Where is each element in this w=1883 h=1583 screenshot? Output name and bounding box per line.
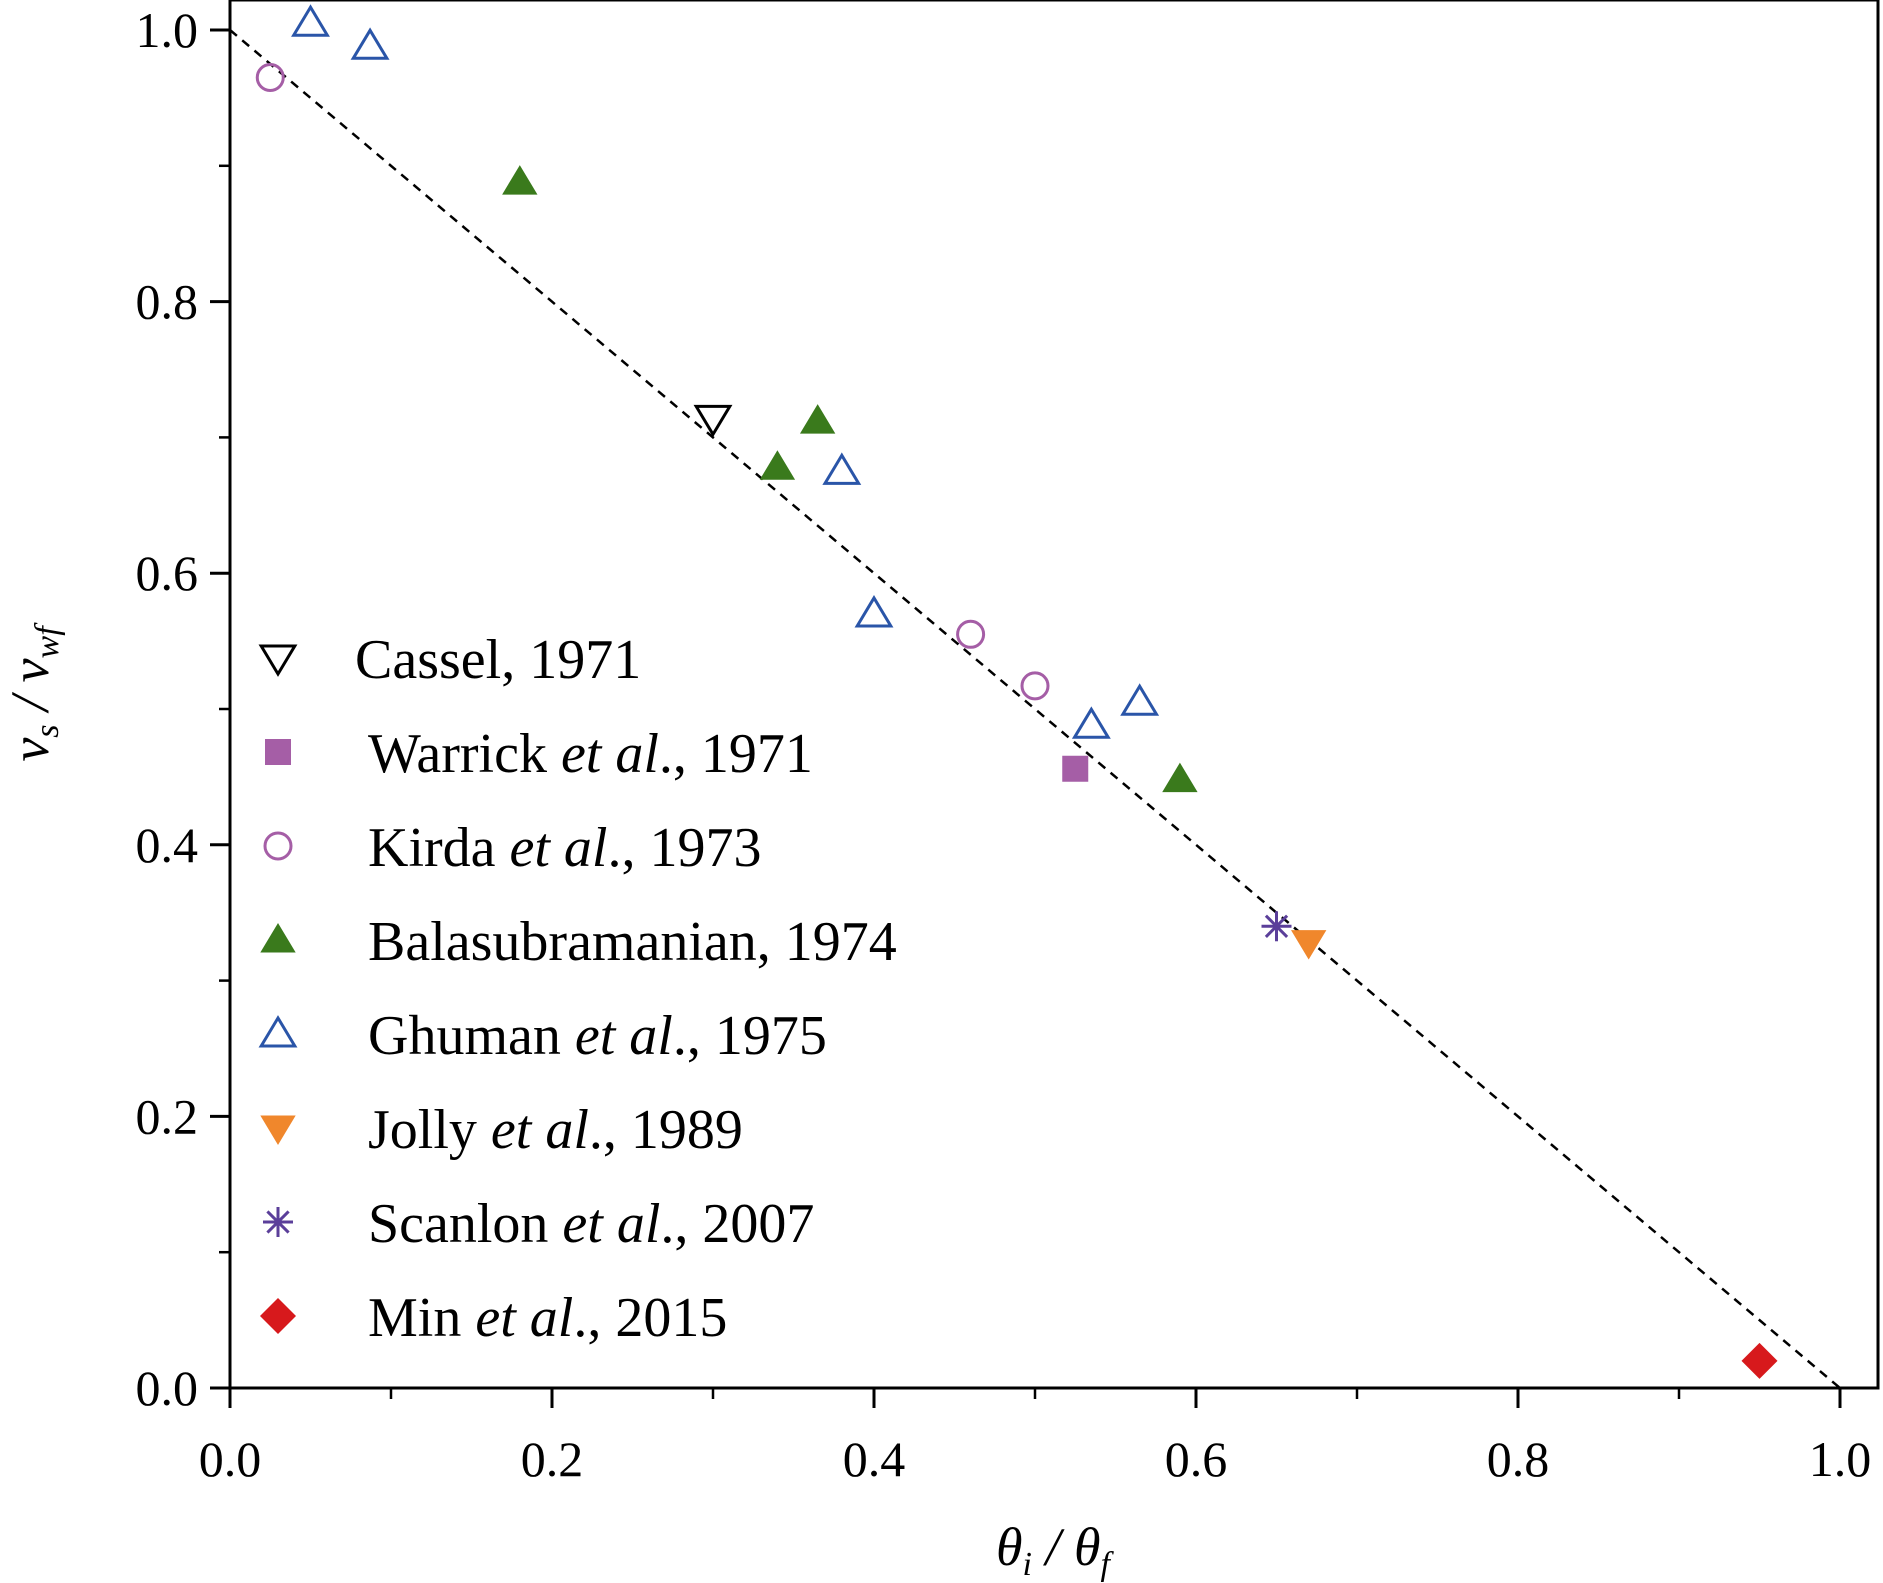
legend-marker [265, 739, 291, 765]
legend-label: Warrick et al., 1971 [368, 723, 813, 785]
data-point [291, 4, 330, 37]
plot-frame [228, 0, 1880, 1390]
data-point [1261, 911, 1292, 942]
data-point [350, 27, 390, 60]
data-point [1162, 762, 1198, 793]
data-point [1062, 755, 1089, 782]
legend-marker [263, 831, 293, 861]
legend-marker [258, 1015, 298, 1048]
legend-label: Min et al., 2015 [368, 1287, 727, 1349]
y-tick-label: 0.0 [136, 1360, 199, 1416]
reference-line [229, 29, 1841, 1389]
data-point [693, 404, 733, 438]
data-point [1741, 1342, 1778, 1379]
data-point [956, 619, 986, 649]
data-point [1291, 930, 1327, 960]
data-point [759, 450, 796, 480]
y-tick-label: 0.6 [136, 545, 199, 601]
data-point [1020, 671, 1050, 701]
x-tick-label: 1.0 [1809, 1431, 1872, 1487]
data-point [822, 452, 862, 485]
y-tick-label: 0.8 [136, 274, 199, 330]
y-tick-label: 0.4 [136, 817, 199, 873]
legend: Cassel, 1971 Warrick et al., 1971 Kirda et… [258, 629, 897, 1349]
x-tick-label: 0.0 [199, 1431, 262, 1487]
x-axis-title: θi / θf [996, 1517, 1115, 1583]
legend-label: Cassel, 1971 [355, 629, 641, 691]
axis-ticks: 0.0 0.2 0.4 0.6 0.8 1.0 0.0 0.2 0.4 0.6 0.8 1.0 [136, 2, 1872, 1487]
legend-label: Ghuman et al., 1975 [368, 1005, 827, 1067]
legend-marker [258, 644, 298, 677]
data-markers [255, 4, 1778, 1379]
legend-label: Jolly et al., 1989 [368, 1099, 743, 1161]
x-tick-label: 0.4 [843, 1431, 906, 1487]
legend-marker [260, 1115, 296, 1145]
legend-marker [260, 1298, 296, 1334]
x-tick-label: 0.2 [521, 1431, 584, 1487]
y-tick-label: 0.2 [136, 1088, 199, 1144]
y-axis-title: vs / vwf [0, 622, 66, 762]
data-point [502, 165, 538, 195]
data-point [799, 404, 836, 434]
legend-label: Balasubramanian, 1974 [368, 911, 897, 973]
y-tick-label: 1.0 [136, 2, 199, 58]
data-point [1120, 683, 1160, 716]
x-tick-label: 0.6 [1165, 1431, 1228, 1487]
x-tick-label: 0.8 [1487, 1431, 1550, 1487]
legend-label: Kirda et al., 1973 [368, 817, 762, 879]
legend-marker [260, 923, 296, 953]
data-point [854, 595, 894, 628]
data-point [255, 63, 285, 93]
legend-label: Scanlon et al., 2007 [368, 1193, 814, 1255]
data-point [1071, 706, 1111, 739]
legend-marker [263, 1207, 293, 1237]
